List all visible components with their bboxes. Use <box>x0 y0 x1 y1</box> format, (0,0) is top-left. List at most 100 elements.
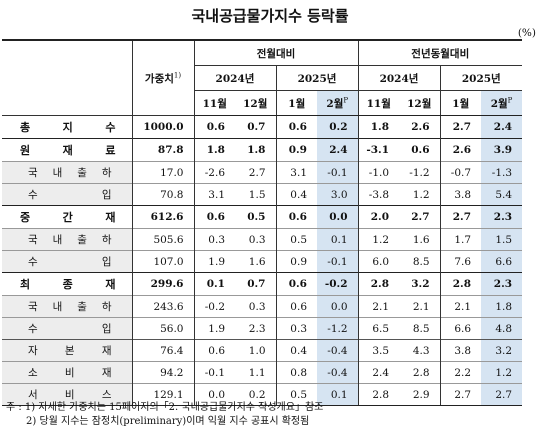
value-cell: 1.8 <box>481 295 523 318</box>
weight-cell: 505.6 <box>131 228 194 251</box>
weight-cell: 17.0 <box>131 161 194 184</box>
value-cell: 2.6 <box>411 121 430 133</box>
table-row: 원 재 료 87.8 1.8 1.8 0.9 2.4 -3.1 0.6 2.6 3.9 <box>2 138 523 162</box>
mom-header: 전월대비 <box>193 40 359 66</box>
unit-label: (%) <box>517 27 536 39</box>
value-cell: 0.0 <box>317 295 359 318</box>
value-cell: 3.2 <box>399 272 441 296</box>
value-cell: 2.7 <box>235 161 276 184</box>
row-label: 수 입 <box>2 183 132 206</box>
value-cell: 8.5 <box>399 317 441 340</box>
value-cell: 1.6 <box>235 250 276 273</box>
month-header: 11월 <box>193 90 235 116</box>
table-row: 자 본 재 76.4 0.6 1.0 0.4 -0.4 3.5 4.3 3.8 3.2 <box>2 339 523 362</box>
value-cell: 0.6 <box>399 138 441 162</box>
table-row: 중 간 재 612.6 0.6 0.5 0.6 0.0 2.0 2.7 2.7 2.3 <box>2 205 523 229</box>
value-cell: -1.2 <box>317 317 359 340</box>
value-cell: 5.4 <box>481 183 523 206</box>
value-cell: 0.6 <box>193 205 235 229</box>
value-cell: 4.8 <box>481 317 523 340</box>
value-cell: 0.1 <box>317 383 359 406</box>
footnotes: 주 : 1) 자세한 가중치는 15페이지의「2. 국내공급물가지수 작성개요」… <box>6 401 323 429</box>
weight-header: 가중치1) <box>131 40 194 116</box>
table-row: 소 비 재 94.2 -0.1 1.1 0.8 -0.4 2.4 2.8 2.2 1.2 <box>2 361 523 384</box>
value-cell: 0.2 <box>317 115 359 139</box>
value-cell: 3.8 <box>439 183 482 206</box>
value-cell: 0.4 <box>275 183 317 206</box>
row-label: 총 지 수 <box>20 121 116 134</box>
value-cell: 2.1 <box>439 295 482 318</box>
value-cell: 2.7 <box>399 205 441 229</box>
value-cell: 0.0 <box>193 383 235 406</box>
value-cell: -0.7 <box>439 161 482 184</box>
value-cell: 8.5 <box>399 250 441 273</box>
table-row: 국 내 출 하 17.0 -2.6 2.7 3.1 -0.1 -1.0 -1.2 -0.7 -1.… <box>2 161 523 184</box>
month-header: 1월 <box>439 90 482 116</box>
value-cell: 1.0 <box>235 339 276 362</box>
value-cell: 0.5 <box>275 383 317 406</box>
value-cell: 2.9 <box>399 383 441 406</box>
weight-cell: 70.8 <box>131 183 194 206</box>
value-cell: 7.6 <box>439 250 482 273</box>
value-cell: 2.4 <box>317 138 359 162</box>
value-cell: -0.1 <box>193 361 235 384</box>
value-cell: 1.5 <box>235 183 276 206</box>
table-row: 수 입 56.0 1.9 2.3 0.3 -1.2 6.5 8.5 6.6 4.8 <box>2 317 523 340</box>
value-cell: 1.8 <box>357 115 400 139</box>
value-cell: -0.2 <box>317 272 359 296</box>
value-cell: -3.1 <box>357 138 400 162</box>
footnote-1: 주 : 1) 자세한 가중치는 15페이지의「2. 국내공급물가지수 작성개요」… <box>6 402 324 413</box>
value-cell: 0.4 <box>275 339 317 362</box>
value-cell: 1.5 <box>481 228 523 251</box>
mom-year-2024: 2024년 <box>193 65 276 91</box>
value-cell: 1.9 <box>193 250 235 273</box>
value-cell: 1.8 <box>235 138 276 162</box>
value-cell: 0.3 <box>235 228 276 251</box>
value-cell: -0.2 <box>193 295 235 318</box>
weight-cell: 56.0 <box>131 317 194 340</box>
value-cell: 0.1 <box>317 228 359 251</box>
value-cell: 1.2 <box>481 361 523 384</box>
value-cell: 3.1 <box>193 183 235 206</box>
value-cell: 2.3 <box>235 317 276 340</box>
month-header: 11월 <box>357 90 400 116</box>
yoy-header: 전년동월대비 <box>357 40 523 66</box>
value-cell: -0.1 <box>317 250 359 273</box>
value-cell: 0.2 <box>235 383 276 406</box>
value-cell: 2.4 <box>357 361 400 384</box>
weight-cell: 243.6 <box>131 295 194 318</box>
table-row: 총 지 수 1000.0 0.6 0.7 0.6 0.2 1.8 2.6 2.7 2.4 <box>2 115 523 139</box>
table-row: 수 입 107.0 1.9 1.6 0.9 -0.1 6.0 8.5 7.6 6.6 <box>2 250 523 273</box>
value-cell: 0.7 <box>235 272 276 296</box>
weight-cell: 107.0 <box>131 250 194 273</box>
value-cell: 0.6 <box>193 339 235 362</box>
value-cell: 1.1 <box>235 361 276 384</box>
value-cell: -1.3 <box>481 161 523 184</box>
value-cell: 1.2 <box>357 228 400 251</box>
row-label: 서 비 스 <box>2 383 132 406</box>
weight-cell: 1000.0 <box>131 115 194 139</box>
table-title: 국내공급물가지수 등락률 <box>191 7 349 25</box>
value-cell: 0.6 <box>275 115 317 139</box>
value-cell: -1.2 <box>399 161 441 184</box>
value-cell: 6.5 <box>357 317 400 340</box>
value-cell: 1.7 <box>439 228 482 251</box>
value-cell: 4.3 <box>399 339 441 362</box>
month-header-prelim: 2월P <box>317 90 359 116</box>
value-cell: 0.6 <box>275 205 317 229</box>
yoy-year-2024: 2024년 <box>357 65 441 91</box>
value-cell: 2.2 <box>439 361 482 384</box>
value-cell: -3.8 <box>357 183 400 206</box>
row-label: 최 종 재 <box>2 272 132 296</box>
table-row: 서 비 스 129.1 0.0 0.2 0.5 0.1 2.8 2.9 2.7 2.7 <box>2 383 523 406</box>
value-cell: 2.1 <box>357 295 400 318</box>
yoy-year-2025: 2025년 <box>439 65 523 91</box>
value-cell: 0.7 <box>247 121 266 133</box>
value-cell: 0.3 <box>193 228 235 251</box>
value-cell: 2.4 <box>481 115 523 139</box>
value-cell: 0.8 <box>275 361 317 384</box>
row-label: 중 간 재 <box>2 205 132 229</box>
value-cell: 0.3 <box>235 295 276 318</box>
value-cell: 2.8 <box>357 383 400 406</box>
value-cell: 3.9 <box>481 138 523 162</box>
